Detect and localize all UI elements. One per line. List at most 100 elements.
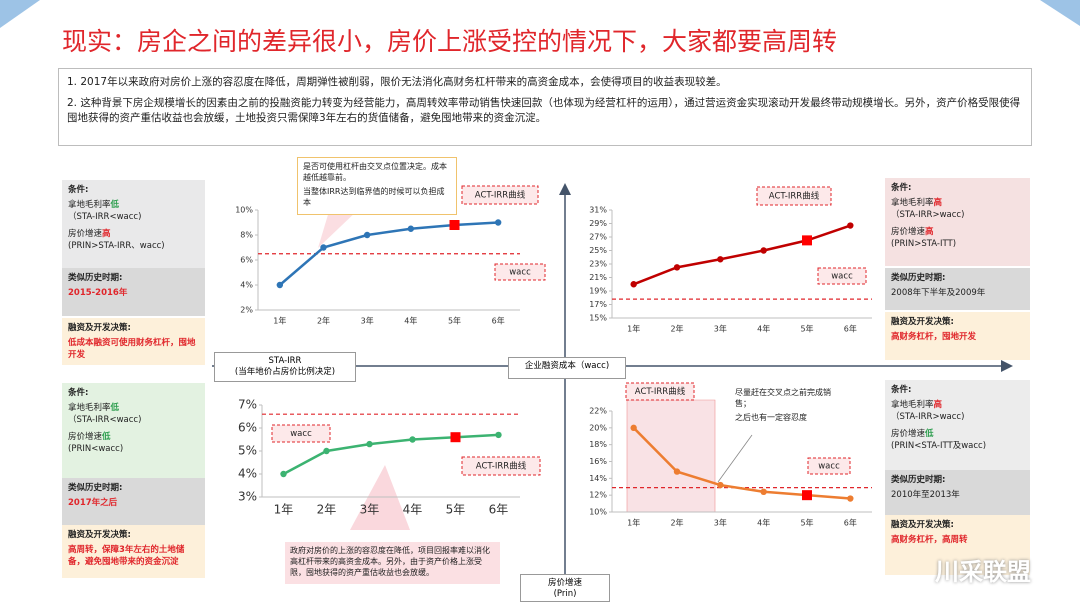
text-run: 拿地毛利率 (891, 400, 934, 410)
label-box (461, 185, 539, 205)
watermark: 川采联盟 (935, 558, 1031, 586)
data-point (363, 231, 371, 239)
section-line: 高财务杠杆，高周转 (891, 534, 1024, 546)
x-tick-label: 4年 (757, 518, 770, 528)
section-heading: 条件: (891, 183, 912, 193)
x-tick-label: 2年 (317, 503, 337, 517)
section-heading: 类似历史时期: (68, 273, 123, 283)
panel-section: 类似历史时期: 2015-2016年 (62, 268, 205, 316)
data-point (847, 222, 854, 229)
y-tick-label: 16% (589, 457, 607, 466)
label-box (807, 457, 851, 475)
y-tick-label: 15% (589, 314, 607, 323)
data-point (673, 264, 681, 271)
y-tick-label: 5% (238, 444, 257, 458)
section-line: 房价增速高 (891, 226, 1024, 238)
callout-pointer (318, 208, 360, 248)
highlight-region (626, 399, 716, 513)
y-tick-label: 22% (589, 407, 607, 416)
x-tick-label: 1年 (627, 518, 640, 528)
panel-section: 类似历史时期: 2008年下半年及2009年 (885, 268, 1030, 310)
text-run: 拿地毛利率 (891, 198, 934, 208)
text-run: 2010年至2013年 (891, 490, 960, 500)
section-line: 房价增速低 (891, 428, 1024, 440)
curve-label: ACT-IRR曲线 (769, 191, 820, 202)
text-run: 高 (933, 198, 943, 208)
section-heading: 类似历史时期: (68, 483, 123, 493)
axis-label-box: STA-IRR (当年地价占房价比例决定) (214, 352, 356, 382)
section-line: 2008年下半年及2009年 (891, 287, 1024, 299)
y-tick-label: 20% (589, 423, 607, 432)
text-run: （STA-IRR>wacc) (891, 412, 965, 422)
data-point (717, 481, 724, 489)
y-tick-label: 6% (238, 421, 257, 435)
section-line: (PRIN<STA-ITT及wacc) (891, 440, 1024, 452)
callout-line: 之后也有一定容忍度 (735, 413, 807, 422)
x-tick-label: 6年 (844, 518, 857, 528)
text-run: （STA-IRR>wacc) (891, 210, 965, 220)
section-line: (PRIN>STA-IRR、wacc) (68, 240, 199, 252)
panel-section: 条件: 拿地毛利率高 （STA-IRR>wacc) 房价增速高 (PRIN>STA-IT… (885, 178, 1030, 266)
y-tick-label: 3% (238, 490, 257, 504)
panel-section: 条件: 拿地毛利率低 （STA-IRR<wacc) 房价增速高 (PRIN>STA-IR… (62, 180, 205, 268)
axis-label: (Prin) (553, 589, 577, 599)
y-tick-label: 18% (589, 440, 607, 449)
data-point (760, 247, 767, 254)
y-tick-label: 4% (240, 281, 253, 290)
axis-label: 房价增速 (547, 578, 582, 588)
label-box (625, 382, 695, 401)
section-line: 高财务杠杆，囤地开发 (891, 331, 1024, 343)
section-line: （STA-IRR<wacc) (68, 211, 199, 223)
curve-label: ACT-IRR曲线 (476, 461, 527, 472)
x-tick-label: 2年 (670, 324, 683, 334)
text-run: 低 (110, 403, 120, 413)
y-tick-label: 10% (235, 206, 253, 215)
data-point (630, 281, 637, 288)
y-tick-label: 4% (238, 467, 257, 481)
text-run: 房价增速 (68, 229, 103, 239)
highlight-point (449, 220, 460, 230)
y-tick-label: 10% (589, 508, 607, 517)
section-heading: 条件: (68, 185, 89, 195)
y-tick-label: 6% (240, 256, 253, 265)
section-heading: 类似历史时期: (891, 273, 946, 283)
text-run: 2015-2016年 (68, 288, 128, 298)
data-point (717, 256, 724, 263)
note: 1. 2017年以来政府对房价上涨的容忍度在降低，周期弹性被削弱，限价无法消化高… (67, 76, 727, 88)
text-run: 高财务杠杆，囤地开发 (891, 332, 977, 342)
section-line: 低成本融资可使用财务杠杆，囤地开发 (68, 337, 199, 361)
data-point (409, 436, 416, 443)
callout-line: 尽量赶在交叉点之前完成销售； (735, 388, 831, 408)
section-line: 拿地毛利率高 (891, 399, 1024, 411)
section-line: （STA-IRR>wacc) (891, 411, 1024, 423)
axis-label-box: 房价增速 (Prin) (520, 574, 610, 602)
text-run: (PRIN>STA-IRR、wacc) (68, 241, 165, 251)
curve-label: ACT-IRR曲线 (475, 190, 526, 201)
x-tick-label: 3年 (714, 324, 727, 334)
x-tick-label: 3年 (714, 518, 727, 528)
y-tick-label: 31% (589, 206, 607, 215)
data-point (280, 470, 287, 478)
corner-decoration (1040, 0, 1080, 26)
x-tick-label: 5年 (446, 503, 466, 517)
section-line: 房价增速低 (68, 431, 199, 443)
x-tick-label: 1年 (273, 316, 286, 326)
panel-section: 融资及开发决策: 低成本融资可使用财务杠杆，囤地开发 (62, 318, 205, 365)
section-line: 2015-2016年 (68, 287, 199, 299)
panel-section: 融资及开发决策: 高财务杠杆，高周转 (885, 515, 1030, 575)
data-point (366, 440, 373, 448)
data-point (847, 495, 854, 502)
panel-section: 融资及开发决策: 高财务杠杆，囤地开发 (885, 312, 1030, 360)
y-tick-label: 8% (240, 231, 253, 240)
text-run: 房价增速 (891, 227, 926, 237)
curve-label: wacc (509, 268, 531, 278)
text-run: 低 (925, 429, 934, 439)
section-line: (PRIN>STA-ITT) (891, 238, 1024, 250)
x-tick-label: 1年 (274, 503, 294, 517)
highlight-point (802, 490, 812, 501)
notes-box: 1. 2017年以来政府对房价上涨的容忍度在降低，周期弹性被削弱，限价无法消化高… (58, 68, 1032, 146)
data-point (323, 447, 330, 455)
callout-line: 当整体IRR达到临界值的时候可以负担成本 (303, 187, 445, 207)
